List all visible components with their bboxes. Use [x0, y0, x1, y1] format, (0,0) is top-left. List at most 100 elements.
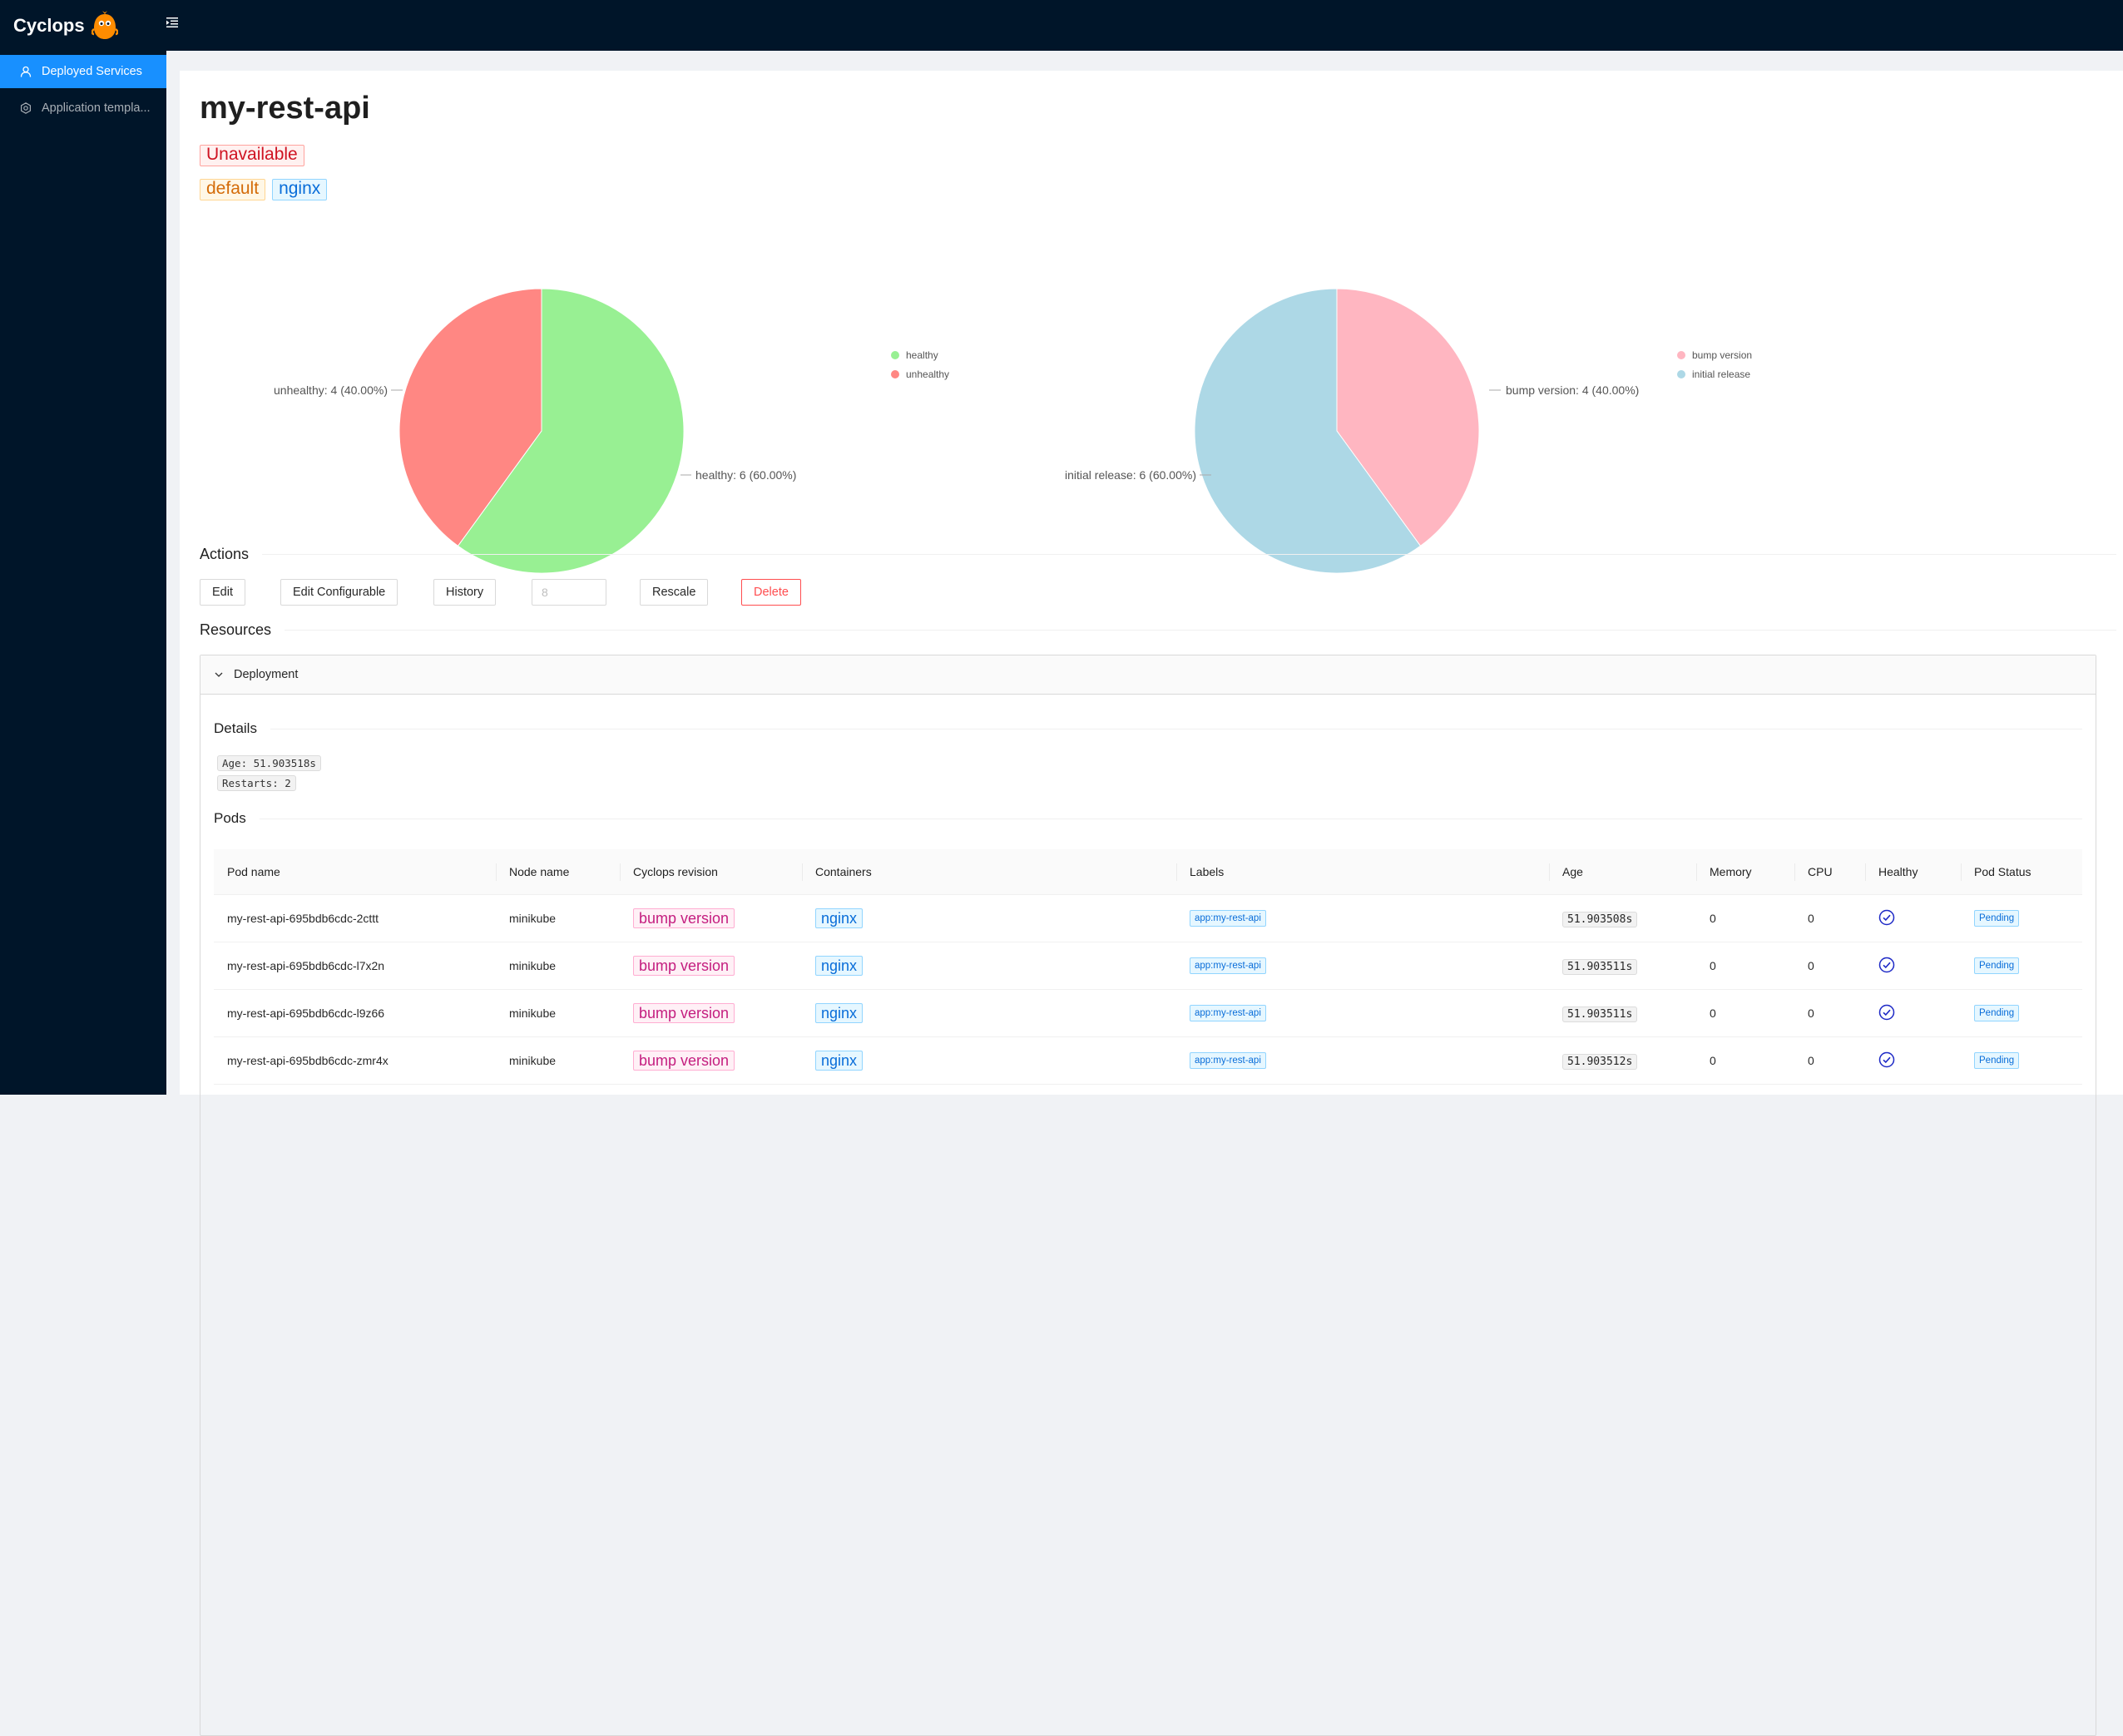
menu-fold-icon[interactable] [166, 16, 179, 29]
node-name: minikube [496, 989, 620, 1037]
container-tag: nginx [815, 1003, 864, 1023]
module-details-card: my-rest-api Unavailable default nginx he… [180, 71, 2123, 1736]
legend-item-bump-version[interactable]: bump version [1677, 345, 1752, 364]
pie-label-healthy: healthy: 6 (60.00%) [695, 468, 796, 482]
column-header-age: Age [1549, 849, 1696, 895]
pod-name: my-rest-api-695bdb6cdc-l9z66 [214, 989, 496, 1037]
legend-item-unhealthy[interactable]: unhealthy [891, 364, 949, 383]
pod-memory: 0 [1696, 989, 1794, 1037]
legend-label: unhealthy [906, 368, 950, 380]
column-header-memory: Memory [1696, 849, 1794, 895]
deployment-restarts: Restarts: 2 [217, 775, 296, 791]
revision-tag: bump version [633, 956, 735, 976]
node-name: minikube [496, 894, 620, 942]
column-header-pod-status: Pod Status [1961, 849, 2082, 895]
label-tag: app:my-rest-api [1190, 1052, 1266, 1069]
pie-label-bump-version: bump version: 4 (40.00%) [1506, 383, 1639, 397]
column-header-cpu: CPU [1794, 849, 1865, 895]
table-header-row: Pod name Node name Cyclops revision Cont… [214, 849, 2082, 895]
column-header-healthy: Healthy [1865, 849, 1961, 895]
chevron-down-icon [215, 672, 223, 677]
details-title-text: Details [214, 720, 257, 736]
pod-cpu: 0 [1794, 942, 1865, 990]
resources-section-title: Resources [200, 621, 2116, 639]
container-tag: nginx [815, 908, 864, 928]
pods-title: Pods [214, 810, 2082, 827]
actions-section-title: Actions [200, 546, 2116, 563]
mascot-icon [91, 10, 118, 39]
sidebar-item-application-templates[interactable]: Application templa... [0, 91, 166, 125]
revision-tag: bump version [633, 1051, 735, 1071]
table-row[interactable]: my-rest-api-695bdb6cdc-2cttt minikube bu… [214, 894, 2082, 942]
health-legend: healthy unhealthy [891, 345, 949, 383]
status-badge: Unavailable [200, 145, 304, 166]
pie-slice-healthy[interactable] [457, 288, 685, 574]
pod-cpu: 0 [1794, 894, 1865, 942]
pod-age: 51.903512s [1562, 1053, 1638, 1070]
table-row[interactable]: my-rest-api-695bdb6cdc-l7x2n minikube bu… [214, 942, 2082, 990]
sidebar-item-deployed-services[interactable]: Deployed Services [0, 55, 166, 88]
deployment-collapse: Deployment Details Age: 51.903518s Resta… [200, 655, 2096, 1736]
edit-configurable-button[interactable]: Edit Configurable [280, 579, 398, 606]
pods-title-text: Pods [214, 810, 246, 826]
logo-text: Cyclops [13, 14, 85, 36]
replicas-input[interactable]: 8 [532, 579, 606, 606]
details-title: Details [214, 720, 2082, 737]
delete-button[interactable]: Delete [741, 579, 801, 606]
legend-item-initial-release[interactable]: initial release [1677, 364, 1752, 383]
pod-name: my-rest-api-695bdb6cdc-zmr4x [214, 1036, 496, 1085]
legend-label: initial release [1692, 368, 1751, 380]
deployment-collapse-header[interactable]: Deployment [200, 655, 2096, 695]
column-header-pod-name: Pod name [214, 849, 496, 895]
pod-status-tag: Pending [1974, 957, 2020, 974]
pod-name: my-rest-api-695bdb6cdc-2cttt [214, 894, 496, 942]
replicas-placeholder: 8 [542, 586, 548, 599]
sidebar-item-label: Deployed Services [42, 65, 142, 78]
pie-slice-unhealthy[interactable] [398, 288, 542, 547]
pie-slice-bump-version[interactable] [1336, 288, 1480, 547]
pod-memory: 0 [1696, 894, 1794, 942]
revision-tag: bump version [633, 908, 735, 928]
label-tag: app:my-rest-api [1190, 1005, 1266, 1021]
legend-label: healthy [906, 349, 938, 361]
health-pie-chart: healthy: 6 (60.00%) unhealthy: 4 (40.00%… [274, 288, 796, 574]
revisions-legend: bump version initial release [1677, 345, 1752, 383]
pod-cpu: 0 [1794, 1036, 1865, 1085]
table-row[interactable]: my-rest-api-695bdb6cdc-l9z66 minikube bu… [214, 989, 2082, 1037]
pod-cpu: 0 [1794, 989, 1865, 1037]
column-header-node-name: Node name [496, 849, 620, 895]
node-name: minikube [496, 942, 620, 990]
logo[interactable]: Cyclops [13, 10, 118, 41]
namespace-tag: default [200, 179, 266, 200]
pie-label-unhealthy: unhealthy: 4 (40.00%) [274, 383, 388, 397]
edit-button[interactable]: Edit [200, 579, 245, 606]
actions-title: Actions [200, 546, 250, 562]
legend-item-healthy[interactable]: healthy [891, 345, 949, 364]
column-header-cyclops-revision: Cyclops revision [620, 849, 802, 895]
pod-status-tag: Pending [1974, 1005, 2020, 1021]
label-tag: app:my-rest-api [1190, 957, 1266, 974]
history-button[interactable]: History [433, 579, 497, 606]
user-icon [20, 66, 32, 77]
pie-label-initial-release: initial release: 6 (60.00%) [1065, 468, 1196, 482]
node-name: minikube [496, 1036, 620, 1085]
module-tags: default nginx [200, 179, 328, 200]
pod-memory: 0 [1696, 942, 1794, 990]
revisions-pie-chart: bump version: 4 (40.00%) initial release… [1065, 288, 1639, 574]
sidebar: Deployed Services Application templa... [0, 51, 166, 1095]
column-header-containers: Containers [802, 849, 1176, 895]
label-tag: app:my-rest-api [1190, 910, 1266, 927]
pod-age: 51.903511s [1562, 1006, 1638, 1022]
column-header-labels: Labels [1176, 849, 1549, 895]
deployment-age: Age: 51.903518s [217, 755, 321, 771]
check-circle-icon [1878, 1051, 1895, 1067]
rescale-button[interactable]: Rescale [640, 579, 709, 606]
resources-title: Resources [200, 621, 272, 638]
table-row[interactable]: my-rest-api-695bdb6cdc-zmr4x minikube bu… [214, 1036, 2082, 1085]
pod-status-tag: Pending [1974, 910, 2020, 927]
container-tag: nginx [815, 1051, 864, 1071]
pods-table: Pod name Node name Cyclops revision Cont… [214, 849, 2082, 1085]
pod-age: 51.903511s [1562, 958, 1638, 975]
top-header: Cyclops [0, 0, 2123, 51]
legend-label: bump version [1692, 349, 1753, 361]
